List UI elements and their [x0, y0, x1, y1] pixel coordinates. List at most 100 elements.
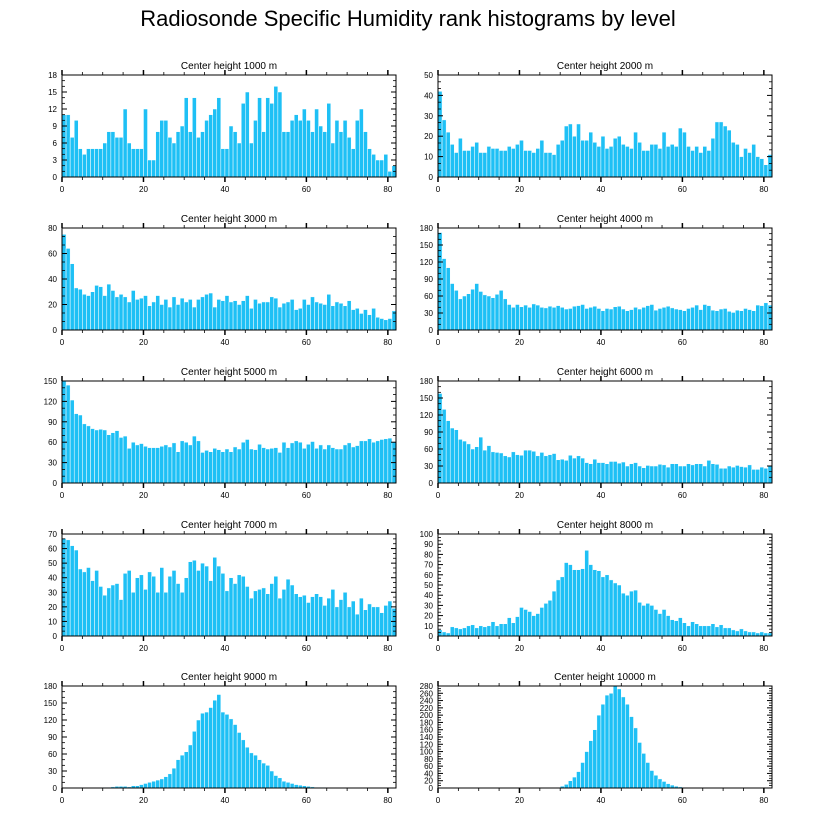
histogram-bar [277, 306, 283, 331]
histogram-bar [155, 447, 161, 484]
histogram-bar [232, 446, 238, 484]
histogram-bar [653, 309, 659, 331]
histogram-bar [466, 625, 471, 637]
histogram-bar [621, 308, 626, 331]
histogram-bar [596, 146, 602, 178]
histogram-bar [302, 448, 307, 484]
histogram-bar [710, 463, 716, 484]
histogram-bar [739, 310, 744, 331]
x-tick-label: 0 [60, 796, 65, 805]
histogram-bar [285, 131, 291, 178]
histogram-bar [102, 142, 108, 178]
histogram-bar [192, 435, 197, 484]
histogram-bar [310, 596, 315, 637]
histogram-bar [767, 465, 773, 484]
histogram-bar [437, 393, 443, 484]
histogram-bar [641, 753, 646, 789]
histogram-bar [572, 569, 577, 637]
histogram-bar [208, 580, 213, 637]
histogram-bar [515, 616, 520, 637]
histogram-bar [678, 617, 683, 637]
histogram-bar [616, 462, 622, 484]
histogram-bar [600, 135, 606, 178]
histogram-bar [240, 103, 246, 178]
histogram-bar [616, 584, 622, 637]
histogram-bar [551, 453, 557, 484]
histogram-bar [196, 299, 201, 331]
histogram-bar [297, 596, 303, 637]
histogram-bar [633, 727, 638, 789]
histogram-bar [334, 301, 340, 331]
x-tick-label: 60 [678, 338, 687, 347]
histogram-bar [90, 148, 95, 178]
histogram-bar [310, 131, 315, 178]
histogram-bar [363, 131, 368, 178]
histogram-bar [179, 125, 185, 178]
histogram-bar [490, 148, 496, 178]
histogram-bar [767, 154, 773, 178]
histogram-bar [265, 448, 270, 484]
x-tick-label: 40 [220, 338, 229, 347]
histogram-bar [669, 144, 675, 178]
histogram-bar [273, 86, 279, 178]
histogram-bar [466, 443, 471, 484]
y-tick-label: 90 [424, 540, 433, 549]
histogram-bar [143, 446, 148, 484]
histogram-bar [322, 605, 328, 637]
histogram-bar [592, 569, 598, 637]
histogram-bar [641, 307, 646, 331]
histogram-bar [216, 694, 222, 789]
histogram-bar [763, 468, 769, 484]
histogram-bar [722, 308, 728, 331]
histogram-bar [572, 776, 577, 789]
histogram-bar [682, 310, 687, 331]
histogram-bar [151, 301, 156, 331]
histogram-bar [539, 140, 545, 178]
histogram-bar [506, 304, 512, 331]
histogram-bar [245, 439, 250, 484]
y-tick-label: 80 [48, 224, 57, 233]
histogram-bar [350, 446, 356, 484]
histogram-bar [86, 148, 91, 178]
histogram-bar [387, 318, 393, 331]
histogram-bar [293, 593, 299, 637]
histogram-bar [318, 596, 323, 637]
histogram-bar [543, 603, 549, 637]
histogram-bar [171, 767, 177, 789]
y-tick-label: 12 [48, 105, 57, 114]
histogram-panel: Center height 2000 m 0 10 20 30 40 50 0 20 40 60 80 [424, 61, 773, 194]
histogram-bar [743, 308, 748, 331]
histogram-bar [596, 308, 602, 331]
x-tick-label: 0 [436, 338, 441, 347]
histogram-bar [183, 441, 189, 484]
histogram-bar [759, 631, 765, 637]
histogram-bar [661, 307, 667, 331]
histogram-bar [285, 578, 291, 637]
histogram-bar [694, 623, 699, 637]
histogram-bar [535, 304, 541, 331]
histogram-bar [706, 150, 712, 178]
histogram-bar [694, 304, 699, 331]
histogram-bar [297, 120, 303, 178]
histogram-bar [645, 762, 651, 789]
histogram-bar [645, 150, 651, 178]
histogram-bar [572, 135, 577, 178]
histogram-bar [502, 455, 508, 484]
histogram-bar [445, 131, 451, 178]
histogram-bar [240, 441, 246, 484]
histogram-bar [69, 545, 75, 637]
histogram-bar [220, 711, 226, 789]
histogram-bar [216, 299, 222, 331]
histogram-bar [139, 148, 144, 178]
histogram-bar [175, 759, 181, 789]
histogram-bar [702, 146, 708, 178]
histogram-panel: Center height 1000 m 0 3 6 9 12 15 18 0 20 40 60 80 [48, 61, 397, 194]
histogram-bar [726, 465, 732, 484]
histogram-bar [224, 295, 230, 331]
panel-title: Center height 5000 m [181, 367, 277, 378]
histogram-bar [253, 754, 258, 789]
histogram-bar [694, 463, 699, 484]
histogram-bar [588, 307, 594, 331]
y-tick-label: 6 [53, 139, 58, 148]
histogram-bar [637, 602, 642, 637]
